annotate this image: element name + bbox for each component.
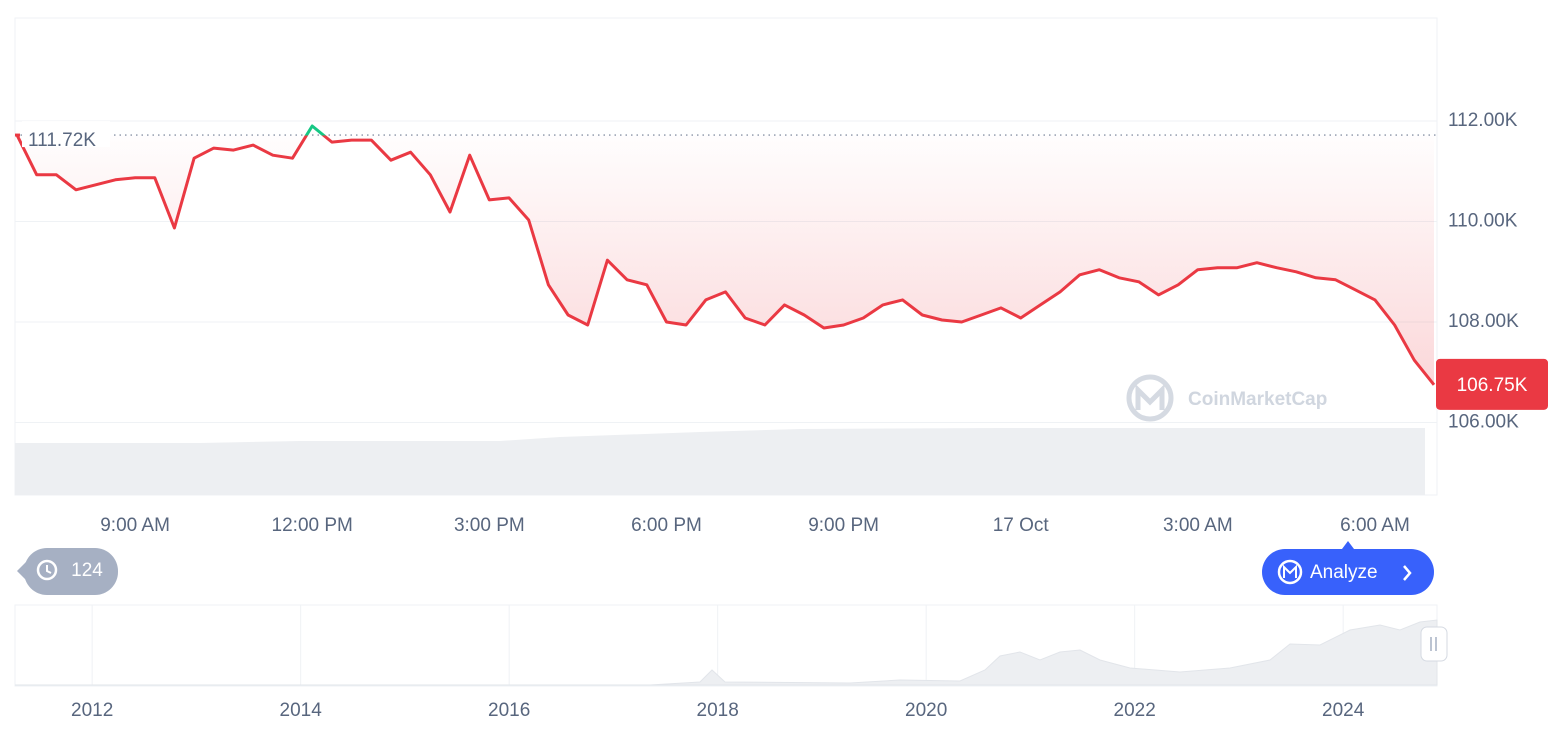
x-tick-label: 6:00 PM <box>631 515 702 536</box>
y-tick-label: 112.00K <box>1448 110 1518 131</box>
navigator-tick-label: 2024 <box>1322 700 1365 721</box>
navigator-tick-label: 2020 <box>905 700 947 721</box>
navigator-handle[interactable] <box>1420 626 1448 662</box>
navigator-tick-label: 2022 <box>1114 700 1156 721</box>
y-tick-label: 106.00K <box>1448 412 1519 433</box>
x-tick-label: 3:00 PM <box>454 515 525 536</box>
watermark-text: CoinMarketCap <box>1188 389 1327 410</box>
area-fill <box>17 126 1434 385</box>
x-tick-label: 17 Oct <box>993 515 1050 536</box>
history-count: 124 <box>71 560 103 581</box>
x-tick-label: 12:00 PM <box>272 515 353 536</box>
volume-area <box>15 428 1425 495</box>
navigator-tick-label: 2014 <box>280 700 323 721</box>
price-line <box>15 124 1436 386</box>
x-tick-label: 9:00 AM <box>100 515 170 536</box>
reference-label-bg <box>22 121 110 148</box>
navigator-area <box>15 619 1438 686</box>
navigator-tick-label: 2016 <box>488 700 530 721</box>
y-tick-label: 108.00K <box>1448 311 1519 332</box>
current-price-box <box>1436 358 1548 410</box>
analyze-button[interactable]: Analyze <box>1262 541 1434 595</box>
y-tick-label: 110.00K <box>1448 211 1518 232</box>
x-tick-label: 9:00 PM <box>808 515 879 536</box>
x-tick-label: 3:00 AM <box>1163 515 1233 536</box>
navigator-tick-label: 2018 <box>697 700 739 721</box>
history-badge[interactable]: 124 <box>17 548 118 595</box>
current-price-label: 106.75K <box>1457 375 1528 396</box>
analyze-label: Analyze <box>1310 562 1378 583</box>
reference-label: 111.72K <box>28 130 96 151</box>
watermark: CoinMarketCap <box>1126 374 1327 422</box>
x-tick-label: 6:00 AM <box>1340 515 1410 536</box>
navigator-tick-label: 2012 <box>71 700 113 721</box>
